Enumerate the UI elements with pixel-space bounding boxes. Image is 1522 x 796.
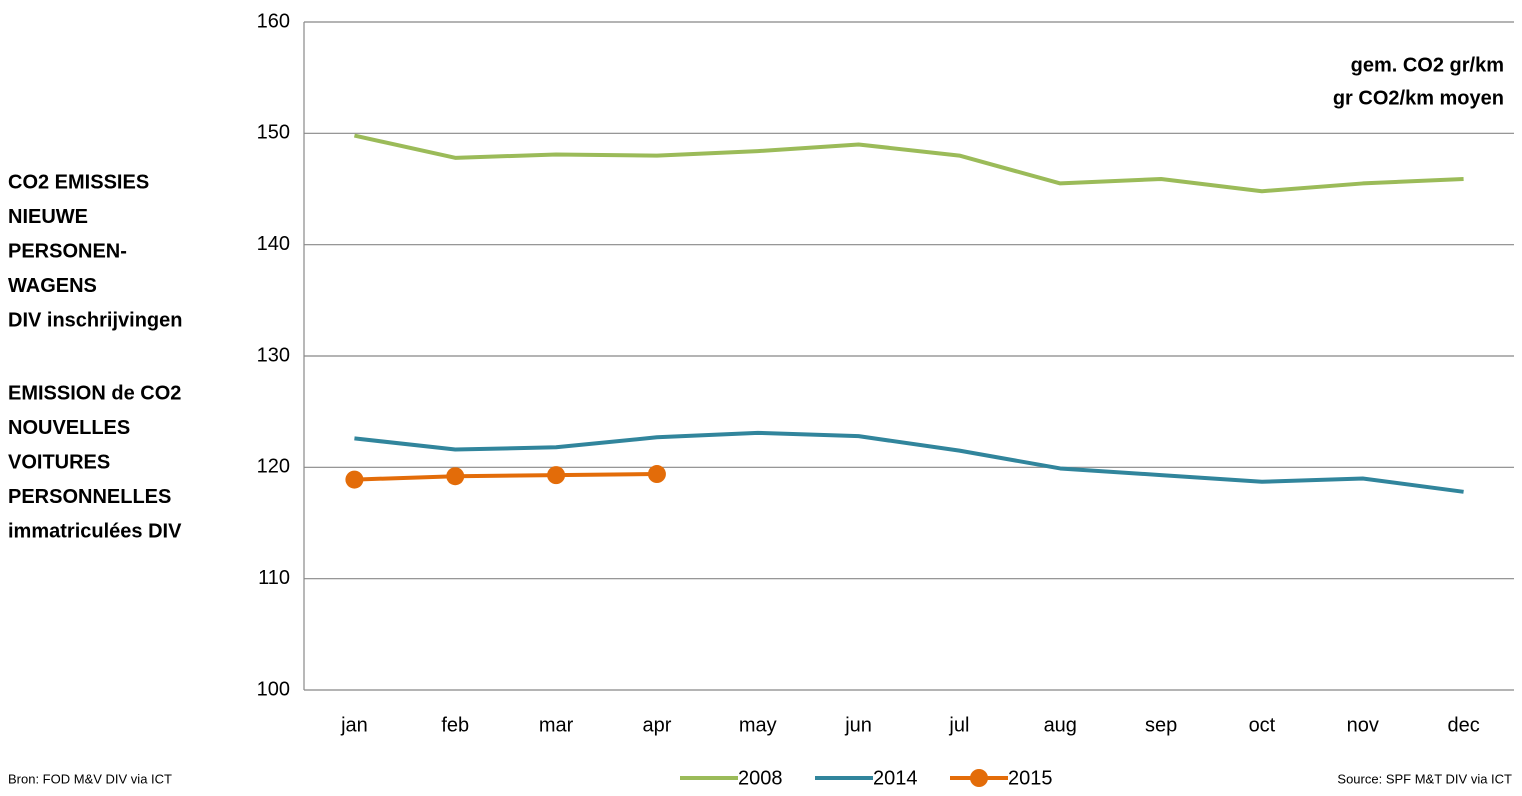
y-tick-label: 140	[257, 233, 290, 255]
x-tick-label: oct	[1249, 714, 1276, 736]
legend-label: 2014	[873, 767, 918, 789]
x-tick-label: jan	[340, 714, 368, 736]
annotation: gr CO2/km moyen	[1333, 87, 1504, 109]
x-tick-label: feb	[441, 714, 469, 736]
y-tick-label: 160	[257, 10, 290, 32]
side-title: NOUVELLES	[8, 417, 130, 439]
side-title: CO2 EMISSIES	[8, 171, 149, 193]
x-tick-label: jun	[844, 714, 872, 736]
side-title: EMISSION de CO2	[8, 382, 181, 404]
x-tick-label: nov	[1347, 714, 1379, 736]
x-tick-label: sep	[1145, 714, 1177, 736]
legend-label: 2015	[1008, 767, 1053, 789]
x-tick-label: apr	[642, 714, 671, 736]
side-title: immatriculées DIV	[8, 520, 182, 542]
side-title: VOITURES	[8, 451, 110, 473]
side-title: PERSONEN-	[8, 240, 127, 262]
annotation: gem. CO2 gr/km	[1351, 54, 1504, 76]
x-tick-label: jul	[948, 714, 969, 736]
point	[446, 467, 465, 486]
series-line	[353, 133, 1464, 194]
side-title: DIV inschrijvingen	[8, 309, 182, 331]
source-right: Source: SPF M&T DIV via ICT	[1337, 771, 1512, 786]
series-line	[354, 430, 1464, 494]
series-line	[354, 472, 657, 482]
side-title: WAGENS	[8, 275, 97, 297]
x-tick-label: may	[739, 714, 777, 736]
x-tick-label: mar	[539, 714, 574, 736]
y-tick-label: 150	[257, 122, 290, 144]
source-left: Bron: FOD M&V DIV via ICT	[8, 771, 172, 786]
y-tick-label: 110	[258, 567, 290, 589]
legend-label: 2008	[738, 767, 783, 789]
y-tick-label: 100	[257, 678, 290, 700]
x-tick-label: dec	[1447, 714, 1479, 736]
point	[547, 466, 566, 485]
side-title: PERSONNELLES	[8, 486, 171, 508]
side-title: NIEUWE	[8, 206, 88, 228]
point	[345, 470, 364, 489]
x-tick-label: aug	[1044, 714, 1077, 736]
point	[647, 465, 666, 484]
y-tick-label: 120	[257, 456, 290, 478]
y-tick-label: 130	[257, 344, 290, 366]
legend-marker	[970, 769, 988, 787]
